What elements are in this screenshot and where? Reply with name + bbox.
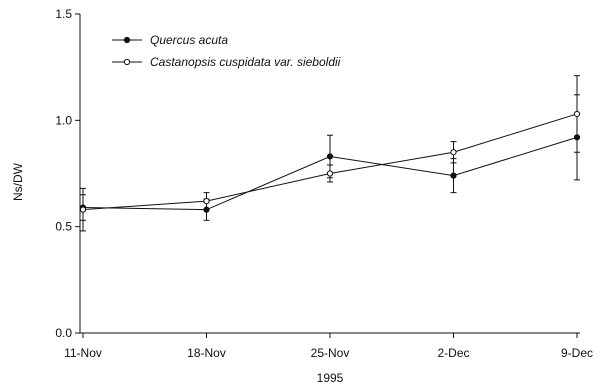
series-2 <box>79 75 581 232</box>
legend-marker <box>123 36 131 44</box>
y-tick-label: 0.0 <box>55 326 72 340</box>
y-tick-label: 0.5 <box>55 220 72 234</box>
x-tick-label: 18-Nov <box>187 346 226 360</box>
legend-item-1: Quercus acuta <box>112 33 228 47</box>
data-point <box>573 110 581 118</box>
y-tick-label: 1.5 <box>55 7 72 21</box>
data-point <box>450 149 457 156</box>
series-layer <box>79 75 581 232</box>
legend-marker <box>123 58 131 66</box>
y-axis-label: Ns/DW <box>11 162 25 201</box>
data-point <box>79 206 87 213</box>
data-point <box>203 198 210 205</box>
legend-label: Quercus acuta <box>150 33 228 47</box>
data-point <box>326 153 334 160</box>
legend-item-2: Castanopsis cuspidata var. sieboldii <box>112 55 341 69</box>
series-1 <box>79 94 581 221</box>
x-tick-label: 25-Nov <box>311 346 350 360</box>
axes: 0.0 0.5 1.0 1.5 11-Nov 18-Nov 25-Nov 2-Dec 9-Dec <box>55 7 593 360</box>
x-tick-label: 11-Nov <box>64 346 102 360</box>
x-tick-label: 9-Dec <box>561 346 593 360</box>
y-tick-label: 1.0 <box>55 113 72 127</box>
data-point <box>326 170 334 177</box>
x-axis-label: 1995 <box>317 371 344 385</box>
x-tick-label: 2-Dec <box>437 346 469 360</box>
data-point <box>450 172 457 179</box>
legend: Quercus acuta Castanopsis cuspidata var. … <box>112 33 341 69</box>
legend-label: Castanopsis cuspidata var. sieboldii <box>150 55 341 69</box>
